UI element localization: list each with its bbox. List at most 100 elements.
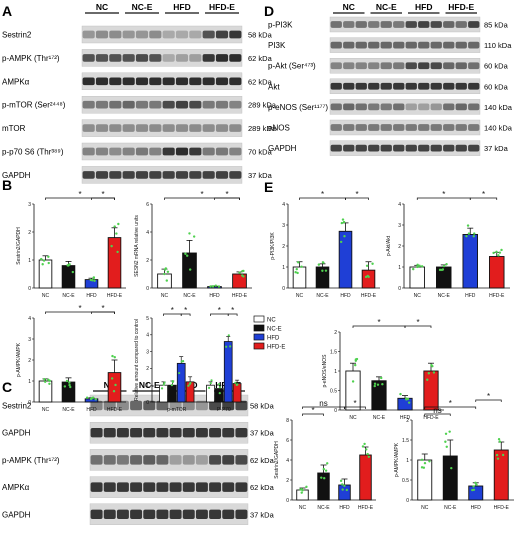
significance-label: * xyxy=(171,306,174,315)
data-point xyxy=(171,380,174,384)
bar-hfd xyxy=(468,485,484,501)
blot-band xyxy=(443,103,455,111)
blot-kda-label: 62 kDa xyxy=(248,77,273,86)
bar-hfd-e xyxy=(493,449,509,501)
y-tick-label: 0 xyxy=(286,498,289,504)
significance-label: * xyxy=(487,392,490,401)
data-point xyxy=(324,269,328,272)
blot-band xyxy=(90,427,103,438)
significance-bracket xyxy=(302,413,324,416)
blot-kda-label: 62 kDa xyxy=(250,483,275,492)
data-point xyxy=(448,430,451,433)
blot-band xyxy=(143,400,156,411)
blot-strip xyxy=(81,142,243,161)
blot-band xyxy=(135,147,149,156)
blot-band xyxy=(330,21,342,28)
blot-band xyxy=(189,124,202,132)
data-point xyxy=(68,263,71,266)
data-point xyxy=(420,458,424,462)
significance-bracket xyxy=(227,313,238,316)
data-point xyxy=(420,265,424,268)
blot-band xyxy=(95,54,109,62)
significance-bracket xyxy=(424,413,451,416)
blot-band xyxy=(122,54,135,62)
data-point xyxy=(497,254,500,257)
data-point xyxy=(42,259,46,262)
data-point xyxy=(71,270,75,274)
data-point xyxy=(165,279,168,282)
blot-band xyxy=(95,30,109,39)
data-point xyxy=(373,382,377,385)
x-tick-label: NC xyxy=(414,293,422,299)
blot-band xyxy=(109,124,122,132)
y-tick-label: 4 xyxy=(286,458,289,464)
blot-band xyxy=(156,400,169,411)
blot-strip xyxy=(329,99,481,115)
blot-band xyxy=(455,144,467,152)
data-point xyxy=(242,269,245,273)
blot-band xyxy=(330,62,342,70)
y-tick-label: 2 xyxy=(28,358,31,364)
blot-band xyxy=(405,144,417,152)
data-point xyxy=(323,477,326,480)
blot-band xyxy=(229,30,242,39)
data-point xyxy=(300,491,303,494)
y-axis-label: p-eNOS/eNOS xyxy=(322,354,328,388)
x-tick-label: HFD xyxy=(471,505,482,511)
blot-group-label: HFD xyxy=(173,2,190,12)
blot-band xyxy=(103,455,116,465)
blot-band xyxy=(202,100,215,109)
blot-band xyxy=(443,82,455,90)
data-point xyxy=(188,268,192,271)
blot-band xyxy=(162,100,175,109)
data-point xyxy=(427,372,431,375)
bar-hfd-e xyxy=(107,372,122,403)
blot-band xyxy=(209,482,222,492)
blot-band xyxy=(235,427,248,438)
blot-band xyxy=(418,144,430,152)
significance-label: * xyxy=(200,190,203,199)
panel-label-d: D xyxy=(264,3,274,19)
blot-band xyxy=(116,400,129,411)
blot-band xyxy=(468,103,480,111)
blot-strip xyxy=(89,422,249,444)
blot-band xyxy=(418,41,430,49)
bar-hfd-e xyxy=(359,454,372,501)
blot-band xyxy=(189,77,202,86)
blot-band xyxy=(202,124,215,132)
data-point xyxy=(341,483,344,486)
blot-band xyxy=(195,509,208,520)
x-tick-label: HFD-E xyxy=(489,293,505,299)
blot-row-label: p-AMPK (Thr¹⁷²) xyxy=(2,54,60,63)
x-tick-label: P-P70 xyxy=(217,407,231,413)
y-tick-label: 6 xyxy=(286,438,289,444)
legend-swatch xyxy=(253,324,265,332)
y-tick-label: 2 xyxy=(146,366,149,372)
x-tick-label: NC xyxy=(42,407,50,413)
significance-label: * xyxy=(78,304,81,313)
blot-band xyxy=(468,124,480,131)
y-tick-label: 3 xyxy=(28,337,31,343)
blot-band xyxy=(109,30,122,39)
data-point xyxy=(189,381,192,385)
data-point xyxy=(234,381,237,384)
blot-band xyxy=(235,482,248,492)
y-tick-label: 0 xyxy=(28,286,31,292)
data-point xyxy=(364,275,368,279)
blot-band xyxy=(455,82,467,90)
blot-band xyxy=(215,124,229,132)
data-point xyxy=(497,438,501,441)
blot-band xyxy=(330,41,342,49)
blot-band xyxy=(95,77,109,86)
blot-row-label: eNOS xyxy=(268,124,290,133)
data-point xyxy=(322,467,326,471)
blot-row-label: AMPKα xyxy=(2,483,30,492)
y-tick-label: 3 xyxy=(282,223,285,229)
data-point xyxy=(163,272,166,276)
data-point xyxy=(367,275,370,279)
blot-band xyxy=(443,41,455,49)
data-point xyxy=(301,489,304,492)
data-point xyxy=(444,440,447,443)
data-point xyxy=(163,381,166,384)
data-point xyxy=(365,264,369,267)
